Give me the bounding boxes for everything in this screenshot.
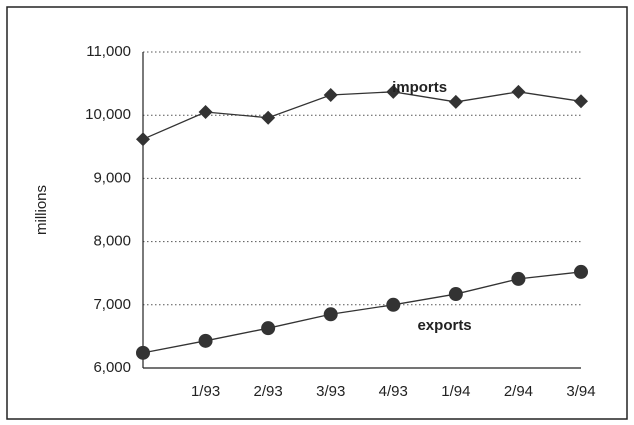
x-tick-label: 4/93 <box>379 383 408 400</box>
x-tick-label: 1/94 <box>441 383 470 400</box>
y-tick-label: 7,000 <box>93 296 131 313</box>
marker <box>511 271 526 286</box>
marker <box>448 94 463 109</box>
x-tick-label: 3/94 <box>566 383 595 400</box>
marker <box>198 105 213 120</box>
y-axis-label: millions <box>33 185 50 235</box>
marker <box>574 264 588 279</box>
marker <box>511 84 526 99</box>
y-tick-label: 6,000 <box>93 359 131 376</box>
x-tick-label: 1/93 <box>191 383 220 400</box>
marker <box>136 345 150 360</box>
y-tick-label: 9,000 <box>93 169 131 186</box>
x-tick-label: 3/93 <box>316 383 345 400</box>
y-tick-label: 10,000 <box>85 106 131 123</box>
marker <box>574 94 588 109</box>
frame <box>6 6 628 420</box>
marker <box>323 87 338 102</box>
series-label: imports <box>392 79 447 96</box>
series-line <box>142 91 582 140</box>
y-tick-label: 11,000 <box>86 43 131 60</box>
marker <box>261 110 276 125</box>
marker <box>136 132 150 147</box>
marker <box>198 333 213 348</box>
y-tick-label: 8,000 <box>93 233 131 250</box>
marker <box>323 307 338 322</box>
x-tick-label: 2/94 <box>504 383 533 400</box>
marker <box>386 84 401 99</box>
marker <box>386 297 401 312</box>
marker <box>261 321 276 336</box>
x-tick-label: 2/93 <box>254 383 283 400</box>
series-label: exports <box>417 317 471 334</box>
marker <box>448 287 463 302</box>
series-line <box>142 271 582 354</box>
